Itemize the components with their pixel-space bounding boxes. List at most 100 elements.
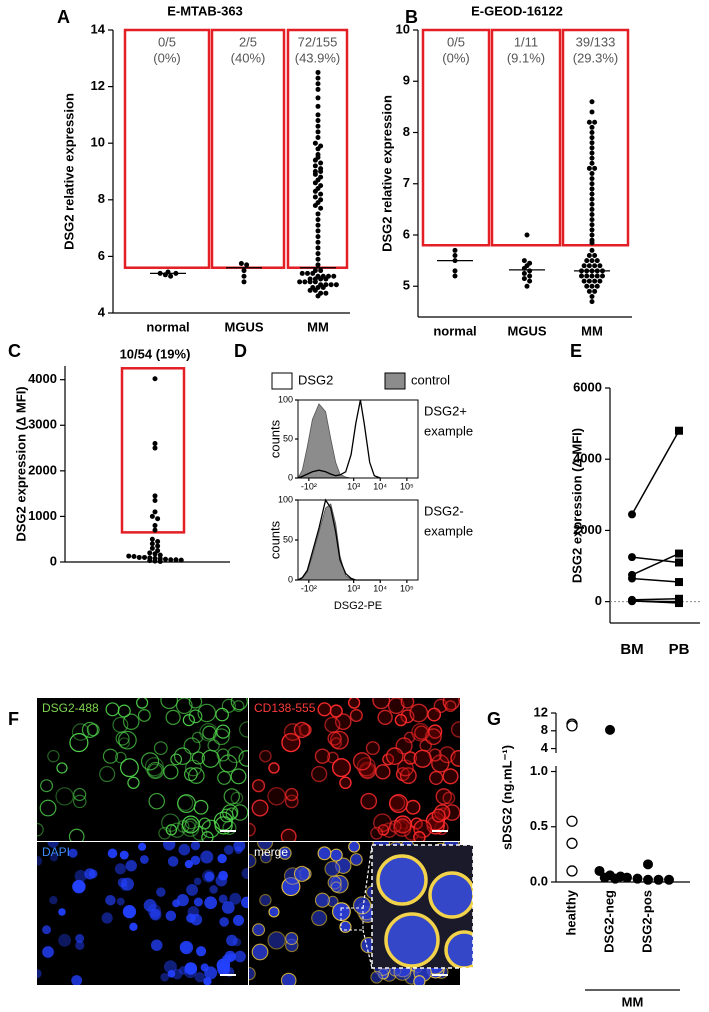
cell bbox=[268, 906, 280, 918]
cell bbox=[284, 794, 299, 809]
pair-line bbox=[631, 430, 680, 515]
cell bbox=[370, 970, 383, 984]
cell bbox=[71, 723, 90, 741]
cell bbox=[329, 704, 343, 718]
cell bbox=[411, 722, 430, 742]
box-label: 1/11 bbox=[514, 34, 538, 49]
y-tick-label: 10 bbox=[396, 21, 410, 36]
data-point bbox=[589, 135, 595, 141]
box-label: 0/5 bbox=[158, 34, 176, 49]
cell bbox=[267, 787, 286, 806]
cell bbox=[352, 752, 372, 771]
data-point bbox=[312, 279, 318, 285]
cell bbox=[400, 698, 415, 709]
cell bbox=[187, 767, 205, 784]
panel-letter: D bbox=[234, 341, 247, 361]
cell bbox=[394, 713, 408, 727]
cell bbox=[190, 855, 201, 866]
data-point bbox=[315, 239, 321, 245]
data-point bbox=[152, 551, 158, 557]
box-label: (0%) bbox=[153, 50, 180, 65]
panel-letter: E bbox=[570, 341, 582, 361]
cell bbox=[153, 741, 168, 756]
data-point bbox=[566, 720, 578, 732]
cell bbox=[239, 721, 248, 738]
cell bbox=[349, 708, 363, 723]
data-point bbox=[581, 263, 587, 269]
x-tick-label: -10² bbox=[301, 583, 317, 593]
channel-label: CD138-555 bbox=[254, 701, 316, 715]
box-label: 2/5 bbox=[239, 34, 257, 49]
cell bbox=[384, 912, 440, 968]
data-point bbox=[589, 130, 595, 135]
data-point bbox=[315, 228, 321, 234]
cell bbox=[393, 818, 412, 837]
y-tick-label: 1000 bbox=[28, 508, 57, 523]
data-point bbox=[155, 538, 161, 544]
cell bbox=[201, 819, 220, 839]
y-tick-label: 5 bbox=[403, 278, 410, 293]
data-point bbox=[628, 510, 636, 519]
data-point bbox=[312, 171, 318, 177]
cell bbox=[165, 709, 181, 725]
cell bbox=[349, 853, 363, 866]
data-point bbox=[589, 109, 595, 115]
data-point bbox=[152, 440, 158, 446]
data-point bbox=[527, 278, 533, 284]
cell bbox=[160, 698, 179, 710]
threshold-box bbox=[490, 28, 562, 247]
cell bbox=[218, 894, 228, 904]
data-point bbox=[173, 270, 179, 276]
x-tick-label: normal bbox=[433, 323, 476, 338]
cell bbox=[232, 700, 245, 712]
data-point bbox=[312, 202, 318, 208]
cell bbox=[40, 779, 54, 793]
cell bbox=[105, 702, 120, 717]
data-point bbox=[521, 258, 527, 264]
cell bbox=[120, 883, 128, 891]
data-point bbox=[152, 558, 158, 564]
cell bbox=[117, 877, 128, 888]
cell bbox=[311, 765, 328, 783]
cell bbox=[191, 751, 205, 765]
y-axis-label: DSG2 expression (Δ MFI) bbox=[13, 386, 28, 541]
data-point bbox=[152, 445, 158, 451]
data-point bbox=[149, 536, 155, 542]
cell bbox=[329, 848, 343, 862]
cell bbox=[311, 910, 328, 927]
cell bbox=[194, 972, 205, 983]
data-point bbox=[643, 859, 653, 870]
cell bbox=[163, 960, 177, 974]
cell bbox=[260, 851, 272, 864]
cell bbox=[68, 848, 78, 858]
data-point bbox=[315, 75, 321, 81]
data-point bbox=[589, 227, 595, 233]
cell bbox=[230, 768, 247, 785]
cell bbox=[204, 871, 215, 882]
cell bbox=[201, 831, 214, 841]
data-point bbox=[628, 553, 636, 562]
y-tick-label: 0 bbox=[595, 593, 602, 608]
cell bbox=[217, 853, 227, 864]
data-point bbox=[589, 268, 595, 274]
pair-line bbox=[631, 577, 680, 583]
cell bbox=[251, 799, 269, 817]
data-point bbox=[126, 553, 132, 559]
data-point bbox=[589, 99, 595, 105]
threshold-box bbox=[421, 28, 491, 247]
cell bbox=[339, 776, 352, 790]
cell bbox=[118, 737, 130, 749]
data-point bbox=[323, 276, 329, 282]
data-point bbox=[581, 278, 587, 284]
data-point bbox=[589, 232, 595, 238]
cell bbox=[387, 698, 405, 715]
data-point bbox=[315, 81, 321, 87]
pair-line bbox=[631, 556, 680, 564]
cell bbox=[353, 896, 372, 915]
cell bbox=[184, 820, 196, 833]
data-point bbox=[305, 270, 310, 276]
cell bbox=[203, 977, 212, 985]
cell bbox=[216, 748, 230, 762]
data-point bbox=[315, 262, 321, 268]
cell bbox=[184, 962, 198, 975]
